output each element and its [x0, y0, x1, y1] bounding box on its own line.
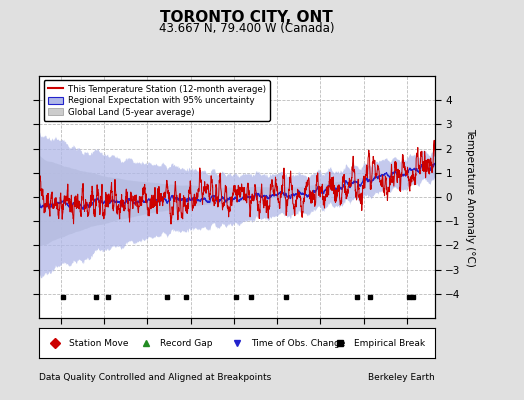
Y-axis label: Temperature Anomaly (°C): Temperature Anomaly (°C) [465, 128, 475, 266]
Text: 43.667 N, 79.400 W (Canada): 43.667 N, 79.400 W (Canada) [159, 22, 334, 35]
Text: Berkeley Earth: Berkeley Earth [368, 374, 435, 382]
Text: Empirical Break: Empirical Break [354, 338, 425, 348]
Text: Time of Obs. Change: Time of Obs. Change [251, 338, 345, 348]
Text: Record Gap: Record Gap [160, 338, 212, 348]
Text: TORONTO CITY, ONT: TORONTO CITY, ONT [160, 10, 333, 26]
Legend: This Temperature Station (12-month average), Regional Expectation with 95% uncer: This Temperature Station (12-month avera… [43, 80, 270, 121]
Text: Station Move: Station Move [69, 338, 128, 348]
Text: Data Quality Controlled and Aligned at Breakpoints: Data Quality Controlled and Aligned at B… [39, 374, 271, 382]
